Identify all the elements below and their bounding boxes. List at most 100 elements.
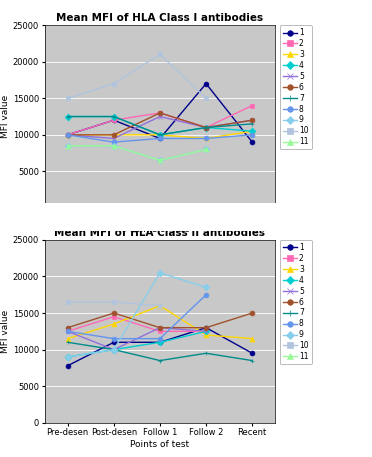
6 bbox=[65, 132, 70, 138]
Line: 6: 6 bbox=[65, 111, 255, 137]
Line: 3: 3 bbox=[65, 303, 255, 341]
3 bbox=[65, 132, 70, 138]
Line: 5: 5 bbox=[65, 325, 209, 352]
Line: 1: 1 bbox=[65, 81, 255, 144]
10 bbox=[112, 299, 116, 305]
8 bbox=[65, 329, 70, 334]
11 bbox=[112, 143, 116, 149]
4 bbox=[112, 114, 116, 119]
Line: 8: 8 bbox=[65, 133, 255, 144]
7 bbox=[112, 347, 116, 352]
7 bbox=[250, 358, 254, 363]
8 bbox=[112, 139, 116, 145]
7 bbox=[65, 340, 70, 345]
4 bbox=[158, 132, 162, 138]
9 bbox=[65, 143, 70, 149]
Line: 7: 7 bbox=[65, 114, 255, 137]
5 bbox=[158, 114, 162, 119]
11 bbox=[65, 143, 70, 149]
5 bbox=[112, 136, 116, 141]
3 bbox=[158, 303, 162, 308]
3 bbox=[112, 321, 116, 327]
4 bbox=[65, 114, 70, 119]
1 bbox=[250, 351, 254, 356]
4 bbox=[204, 329, 208, 334]
6 bbox=[250, 310, 254, 316]
4 bbox=[158, 340, 162, 345]
11 bbox=[204, 147, 208, 152]
Line: 9: 9 bbox=[65, 271, 209, 359]
10 bbox=[65, 299, 70, 305]
Y-axis label: MFI value: MFI value bbox=[1, 310, 10, 353]
3 bbox=[250, 128, 254, 134]
3 bbox=[112, 132, 116, 138]
5 bbox=[250, 117, 254, 123]
3 bbox=[65, 336, 70, 341]
Legend: 1, 2, 3, 4, 5, 6, 7, 8, 9, 10, 11: 1, 2, 3, 4, 5, 6, 7, 8, 9, 10, 11 bbox=[280, 25, 312, 149]
10 bbox=[112, 81, 116, 86]
7 bbox=[112, 114, 116, 119]
1 bbox=[158, 136, 162, 141]
5 bbox=[112, 347, 116, 352]
X-axis label: Points of test: Points of test bbox=[131, 440, 189, 449]
Line: 1: 1 bbox=[65, 325, 255, 368]
3 bbox=[204, 136, 208, 141]
4 bbox=[65, 354, 70, 360]
1 bbox=[204, 325, 208, 330]
8 bbox=[65, 132, 70, 138]
Title: Mean MFI of HLA Class II antibodies: Mean MFI of HLA Class II antibodies bbox=[54, 228, 266, 238]
5 bbox=[204, 329, 208, 334]
9 bbox=[158, 270, 162, 276]
7 bbox=[250, 121, 254, 127]
9 bbox=[65, 354, 70, 360]
1 bbox=[65, 132, 70, 138]
10 bbox=[204, 96, 208, 101]
11 bbox=[158, 158, 162, 163]
9 bbox=[112, 347, 116, 352]
Line: 7: 7 bbox=[65, 340, 255, 363]
3 bbox=[158, 132, 162, 138]
9 bbox=[204, 285, 208, 290]
6 bbox=[65, 325, 70, 330]
8 bbox=[204, 292, 208, 298]
2 bbox=[65, 132, 70, 138]
Legend: 1, 2, 3, 4, 5, 6, 7, 8, 9, 10, 11: 1, 2, 3, 4, 5, 6, 7, 8, 9, 10, 11 bbox=[280, 240, 312, 364]
10 bbox=[158, 52, 162, 57]
8 bbox=[158, 136, 162, 141]
6 bbox=[204, 125, 208, 130]
4 bbox=[204, 125, 208, 130]
Title: Mean MFI of HLA Class I antibodies: Mean MFI of HLA Class I antibodies bbox=[57, 13, 263, 23]
10 bbox=[65, 96, 70, 101]
X-axis label: Points of test: Points of test bbox=[131, 225, 189, 234]
1 bbox=[112, 117, 116, 123]
2 bbox=[112, 117, 116, 123]
Line: 6: 6 bbox=[65, 311, 255, 330]
8 bbox=[112, 336, 116, 341]
6 bbox=[158, 325, 162, 330]
2 bbox=[158, 110, 162, 116]
9 bbox=[158, 158, 162, 163]
6 bbox=[112, 310, 116, 316]
1 bbox=[158, 340, 162, 345]
2 bbox=[250, 103, 254, 108]
1 bbox=[250, 139, 254, 145]
2 bbox=[204, 329, 208, 334]
8 bbox=[250, 132, 254, 138]
6 bbox=[204, 325, 208, 330]
2 bbox=[204, 125, 208, 130]
9 bbox=[112, 143, 116, 149]
Line: 8: 8 bbox=[65, 292, 209, 341]
3 bbox=[204, 332, 208, 338]
8 bbox=[158, 336, 162, 341]
Line: 2: 2 bbox=[65, 103, 255, 137]
3 bbox=[250, 336, 254, 341]
Line: 9: 9 bbox=[65, 143, 209, 163]
Line: 3: 3 bbox=[65, 129, 255, 141]
Line: 5: 5 bbox=[65, 114, 255, 141]
7 bbox=[158, 358, 162, 363]
Line: 4: 4 bbox=[65, 114, 255, 137]
5 bbox=[65, 329, 70, 334]
6 bbox=[112, 132, 116, 138]
7 bbox=[204, 125, 208, 130]
1 bbox=[65, 363, 70, 368]
